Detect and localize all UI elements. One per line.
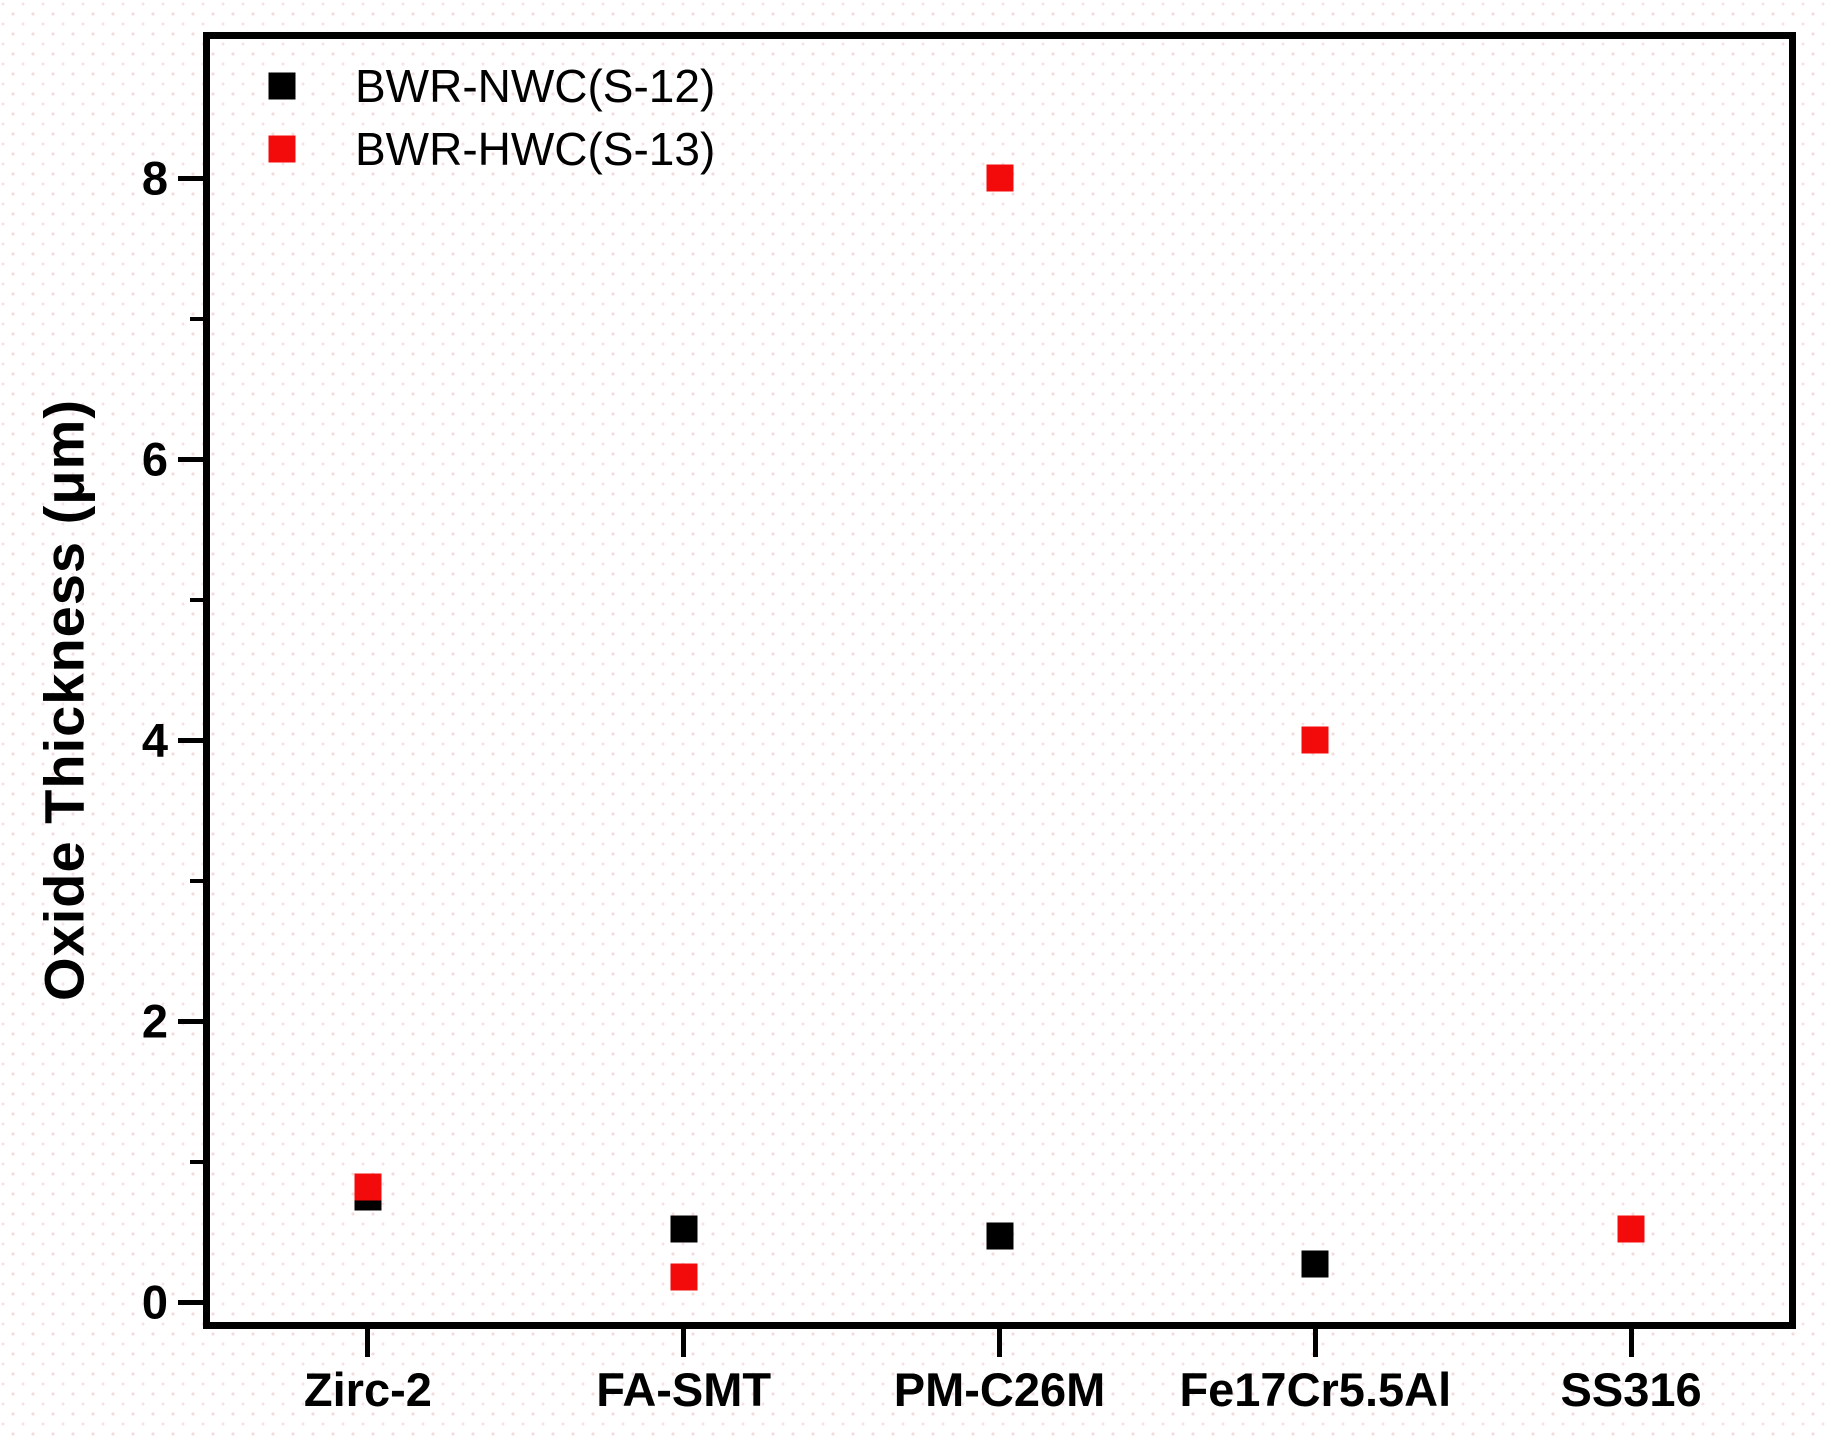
y-axis-minor-tick [190,878,207,883]
y-axis-title: Oxide Thickness (μm) [32,399,96,1001]
legend-marker-series-1 [268,72,296,100]
y-axis-major-tick [178,1299,207,1305]
x-axis-tick [1312,1329,1318,1357]
y-axis-minor-tick [190,597,207,602]
y-axis-minor-tick [190,316,207,321]
y-axis-major-tick [178,456,207,462]
data-point-marker-series-1 [670,1215,698,1243]
y-axis-minor-tick [190,1159,207,1164]
plot-frame [203,32,1796,1329]
x-axis-category-label: PM-C26M [893,1363,1106,1416]
y-axis-tick-label: 6 [141,432,168,486]
data-point-marker-series-2 [1301,726,1329,754]
x-axis-tick [365,1329,371,1357]
data-point-marker-series-1 [986,1222,1013,1250]
x-axis-category-label: Zirc-2 [303,1363,432,1416]
data-point-marker-series-2 [670,1263,698,1291]
y-axis-tick-label: 0 [141,1275,168,1329]
y-axis-tick-label: 2 [141,994,168,1048]
y-axis-major-tick [178,1018,207,1024]
data-point-marker-series-2 [1617,1215,1645,1243]
x-axis-category-label: Fe17Cr5.5Al [1179,1363,1452,1416]
x-axis-tick [997,1329,1002,1357]
data-point-marker-series-1 [1301,1250,1329,1278]
y-axis-major-tick [178,737,207,743]
x-axis-tick [681,1329,687,1357]
data-point-marker-series-2 [986,164,1013,192]
y-axis-tick-label: 4 [141,713,168,767]
x-axis-category-label: FA-SMT [596,1363,772,1416]
legend-marker-series-2 [268,135,296,163]
y-axis-major-tick [178,175,207,181]
data-point-marker-series-2 [354,1173,382,1201]
x-axis-tick [1628,1329,1634,1357]
legend-label-series-2: BWR-HWC(S-13) [355,123,716,175]
legend-label-series-1: BWR-NWC(S-12) [355,60,716,112]
y-axis-tick-label: 8 [141,151,168,205]
x-axis-category-label: SS316 [1560,1363,1702,1416]
